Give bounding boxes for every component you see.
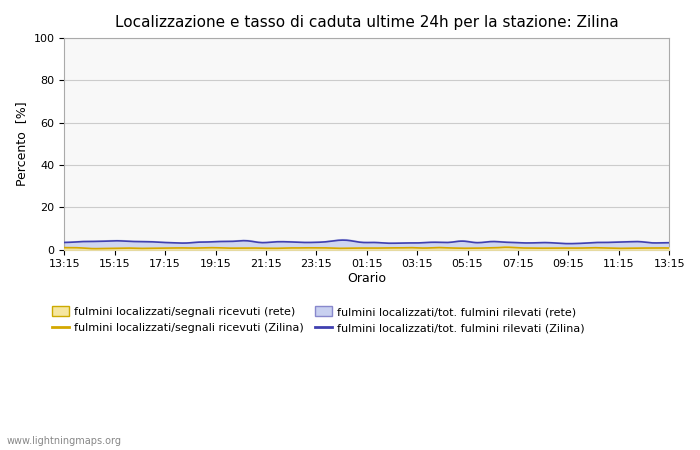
Y-axis label: Percento  [%]: Percento [%] bbox=[15, 102, 28, 186]
X-axis label: Orario: Orario bbox=[347, 272, 386, 285]
Text: www.lightningmaps.org: www.lightningmaps.org bbox=[7, 436, 122, 446]
Legend: fulmini localizzati/segnali ricevuti (rete), fulmini localizzati/segnali ricevut: fulmini localizzati/segnali ricevuti (re… bbox=[48, 302, 589, 338]
Title: Localizzazione e tasso di caduta ultime 24h per la stazione: Zilina: Localizzazione e tasso di caduta ultime … bbox=[115, 15, 619, 30]
